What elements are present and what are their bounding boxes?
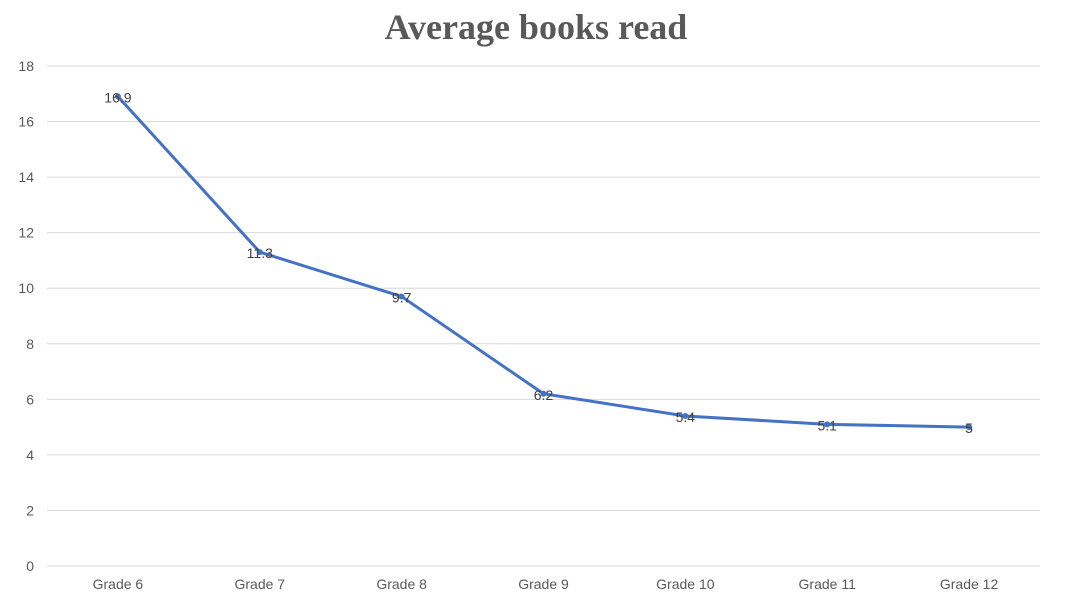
y-tick-label: 8 — [26, 336, 34, 352]
x-tick-label: Grade 7 — [234, 576, 285, 592]
data-label: 11.3 — [247, 245, 273, 261]
gridlines — [47, 65, 1040, 567]
x-axis-ticks: Grade 6 Grade 7 Grade 8 Grade 9 Grade 10 Grad… — [93, 576, 999, 592]
data-point — [398, 293, 405, 300]
series-line-group — [114, 93, 973, 431]
x-tick-label: Grade 11 — [799, 576, 857, 592]
data-labels: 16.9 11.3 9.7 6.2 5.4 5.1 5 — [104, 90, 973, 437]
y-tick-label: 4 — [26, 447, 34, 463]
data-label: 5.1 — [817, 417, 837, 433]
data-point — [966, 424, 973, 431]
data-label: 16.9 — [104, 90, 131, 106]
y-axis-ticks: 0 2 4 6 8 10 12 14 16 18 — [18, 58, 34, 574]
series-line — [116, 95, 970, 429]
data-point — [682, 413, 689, 419]
x-tick-label: Grade 10 — [656, 576, 715, 592]
data-label: 5.4 — [676, 409, 696, 425]
data-label: 6.2 — [534, 387, 554, 403]
x-tick-label: Grade 9 — [518, 576, 569, 592]
data-point — [256, 249, 263, 256]
y-tick-label: 16 — [18, 114, 34, 130]
y-tick-label: 0 — [26, 558, 34, 574]
y-tick-label: 6 — [26, 391, 34, 407]
chart-title: Average books read — [384, 7, 688, 47]
y-tick-label: 12 — [18, 225, 34, 241]
data-point — [540, 390, 547, 397]
x-tick-label: Grade 8 — [376, 576, 427, 592]
data-label: 9.7 — [392, 290, 412, 306]
data-label: 5 — [965, 420, 973, 436]
y-tick-label: 10 — [18, 280, 34, 296]
data-point — [824, 421, 831, 428]
x-tick-label: Grade 6 — [93, 576, 144, 592]
y-tick-label: 14 — [18, 169, 34, 185]
y-tick-label: 18 — [18, 58, 34, 74]
x-tick-label: Grade 12 — [940, 576, 999, 592]
y-tick-label: 2 — [26, 502, 34, 518]
data-point — [114, 93, 121, 100]
